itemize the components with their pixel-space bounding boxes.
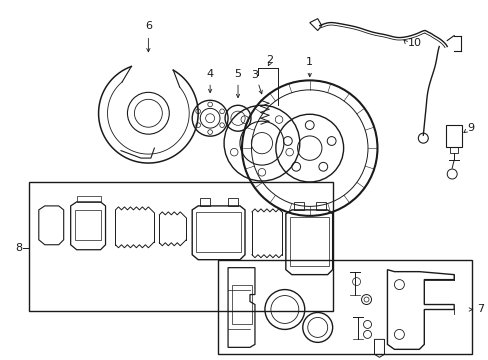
Text: 5: 5 — [234, 69, 241, 80]
Text: 2: 2 — [266, 55, 273, 66]
Bar — [446, 125, 461, 147]
Bar — [449, 147, 457, 153]
Text: 8: 8 — [15, 243, 22, 253]
Bar — [218, 260, 471, 354]
Bar — [29, 182, 332, 311]
Text: 10: 10 — [407, 37, 421, 48]
Text: 7: 7 — [476, 305, 483, 315]
Bar — [232, 285, 251, 324]
Text: 4: 4 — [206, 69, 213, 80]
Text: 9: 9 — [466, 123, 473, 133]
Text: 6: 6 — [144, 21, 152, 31]
Text: 1: 1 — [305, 58, 313, 67]
Text: 3: 3 — [251, 71, 258, 80]
